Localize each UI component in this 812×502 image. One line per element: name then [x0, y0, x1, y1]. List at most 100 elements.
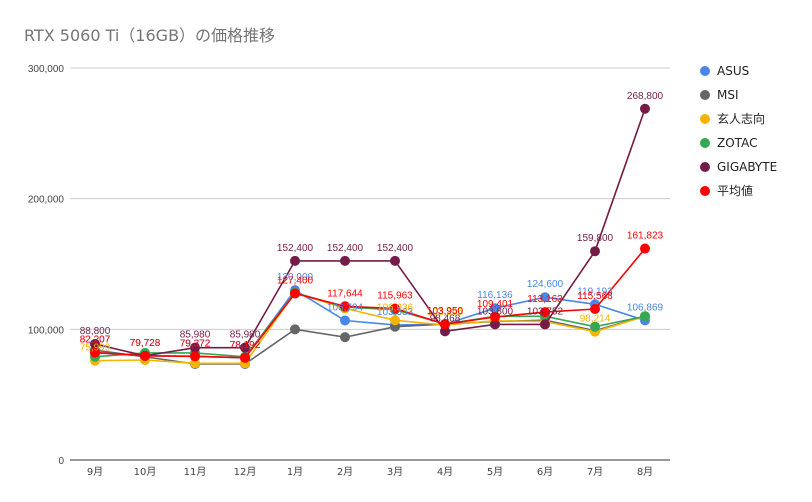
data-label: 106,794 — [327, 302, 364, 313]
data-label: 152,400 — [277, 243, 314, 254]
data-label: 103,950 — [427, 306, 464, 317]
y-tick-label: 0 — [58, 456, 64, 467]
legend-marker — [700, 90, 710, 100]
data-point — [290, 288, 300, 299]
data-label: 117,644 — [327, 288, 363, 299]
data-point — [440, 319, 450, 330]
legend-label: ASUS — [717, 64, 749, 78]
data-point — [540, 292, 550, 303]
x-tick-label: 9月 — [87, 466, 103, 478]
series-line-3 — [94, 291, 646, 358]
data-label: 115,963 — [377, 290, 413, 301]
data-label: 119,193 — [577, 286, 613, 297]
data-point — [190, 358, 200, 369]
data-label: 113,163 — [527, 294, 563, 305]
data-point — [540, 307, 550, 318]
data-point — [640, 243, 650, 254]
data-point — [490, 312, 500, 323]
data-point — [290, 255, 300, 266]
chart-title: RTX 5060 Ti（16GB）の価格推移 — [24, 26, 276, 45]
data-point — [440, 326, 450, 337]
data-label: 82,207 — [80, 335, 111, 346]
legend-label: 玄人志向 — [717, 111, 765, 126]
data-point — [190, 351, 200, 362]
data-point — [640, 311, 650, 322]
series-line-2 — [94, 291, 646, 365]
data-label: 88,800 — [80, 326, 111, 337]
data-label: 116,136 — [477, 290, 513, 301]
x-tick-label: 3月 — [387, 466, 403, 478]
data-point — [340, 301, 350, 312]
legend-marker — [700, 138, 710, 148]
data-label: 103,950 — [427, 306, 464, 317]
data-label: 161,823 — [627, 231, 664, 242]
legend-label: ZOTAC — [717, 136, 757, 150]
data-label: 85,980 — [230, 330, 261, 341]
data-label: 98,214 — [580, 314, 611, 325]
x-tick-label: 12月 — [234, 466, 257, 478]
data-point — [390, 255, 400, 266]
x-tick-label: 11月 — [184, 466, 207, 478]
data-label: 159,800 — [577, 233, 614, 244]
legend-label: MSI — [717, 88, 739, 102]
x-tick-label: 7月 — [587, 466, 603, 478]
x-tick-label: 4月 — [437, 466, 453, 478]
data-point — [490, 319, 500, 330]
data-point — [390, 303, 400, 314]
data-label: 79,728 — [130, 338, 161, 349]
data-label: 85,980 — [180, 330, 211, 341]
data-point — [590, 246, 600, 257]
x-tick-label: 6月 — [537, 466, 553, 478]
data-label: 106,869 — [627, 302, 664, 313]
x-tick-label: 8月 — [637, 466, 653, 478]
series-line-4 — [94, 108, 646, 357]
data-point — [340, 315, 350, 326]
data-label: 106,936 — [377, 302, 414, 313]
y-tick-label: 300,000 — [28, 64, 65, 75]
x-tick-label: 10月 — [134, 466, 157, 478]
data-point — [490, 303, 500, 314]
data-label: 78,192 — [230, 340, 261, 351]
series-line-5 — [94, 248, 646, 359]
legend-label: 平均値 — [717, 183, 753, 198]
data-label: 124,600 — [527, 279, 564, 290]
data-label: 152,400 — [327, 243, 364, 254]
x-tick-label: 5月 — [487, 466, 503, 478]
data-label: 268,800 — [627, 91, 664, 102]
legend-label: GIGABYTE — [717, 160, 777, 174]
data-label: 109,401 — [477, 299, 514, 310]
data-label: 82,207 — [80, 335, 111, 346]
data-point — [340, 255, 350, 266]
data-label: 103,800 — [477, 306, 514, 317]
data-point — [540, 319, 550, 330]
data-point — [90, 347, 100, 358]
x-tick-label: 2月 — [337, 466, 353, 478]
y-tick-label: 200,000 — [28, 195, 65, 206]
y-tick-label: 100,000 — [28, 325, 65, 336]
data-point — [140, 350, 150, 361]
data-point — [240, 342, 250, 353]
x-tick-label: 1月 — [287, 466, 303, 478]
data-label: 79,372 — [180, 338, 211, 349]
data-point — [190, 342, 200, 353]
data-label: 75,999 — [80, 343, 111, 354]
data-label: 78,192 — [230, 340, 261, 351]
data-label: 103,295 — [427, 307, 464, 318]
data-point — [340, 332, 350, 343]
data-label: 79,728 — [130, 338, 161, 349]
data-point — [640, 103, 650, 114]
data-label: 98,468 — [430, 313, 461, 324]
data-label: 103,752 — [527, 306, 564, 317]
legend-marker — [700, 66, 710, 76]
legend-marker — [700, 114, 710, 124]
data-label: 127,400 — [277, 276, 314, 287]
data-label: 115,568 — [577, 291, 613, 302]
data-point — [590, 303, 600, 314]
data-point — [240, 352, 250, 363]
data-point — [590, 321, 600, 332]
data-label: 103,333 — [377, 307, 414, 318]
data-point — [290, 324, 300, 335]
data-point — [390, 315, 400, 326]
